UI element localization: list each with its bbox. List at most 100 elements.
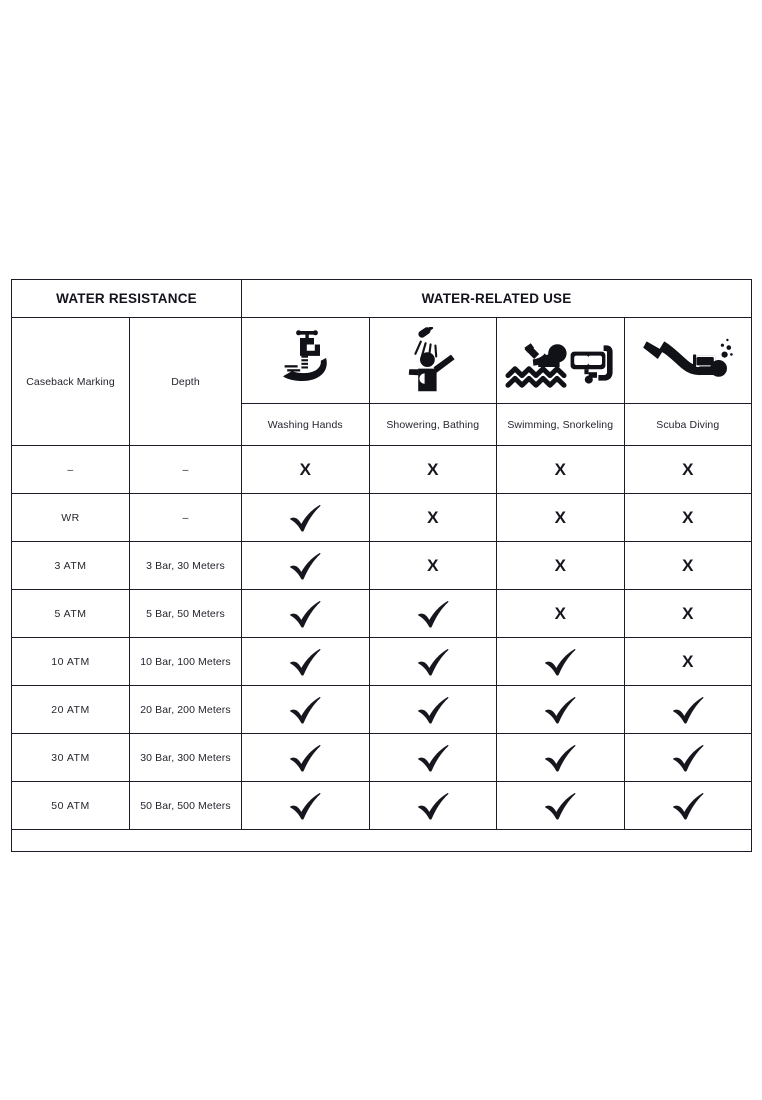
x-mark-icon: X — [554, 556, 566, 575]
cell-caseback-marking: – — [11, 445, 130, 494]
check-mark-icon — [370, 792, 497, 820]
cell-depth: 10 Bar, 100 Meters — [129, 637, 242, 686]
cell-showering: X — [368, 445, 497, 494]
check-mark-icon — [370, 696, 497, 724]
swimmer-mask-snorkel-icon — [496, 317, 625, 404]
check-mark-icon — [242, 648, 369, 676]
x-mark-icon: X — [554, 604, 566, 623]
x-mark-icon: X — [682, 508, 694, 527]
check-mark-icon — [497, 648, 624, 676]
cell-caseback-marking: 3 ATM — [11, 541, 130, 590]
cell-caseback-marking: 30 ATM — [11, 733, 130, 782]
cell-caseback-marking: 10 ATM — [11, 637, 130, 686]
column-header-washing-hands: Washing Hands — [241, 403, 370, 446]
use-label-row: Washing Hands Showering, Bathing Swimmin… — [12, 403, 753, 446]
cell-showering — [368, 685, 497, 734]
cell-washing — [241, 781, 370, 830]
table-row: – – X X X X — [11, 445, 753, 494]
shower-person-icon — [368, 317, 497, 404]
x-mark-icon: X — [554, 508, 566, 527]
table-row: 3 ATM 3 Bar, 30 Meters X X X — [11, 541, 753, 590]
cell-showering: X — [368, 541, 497, 590]
cell-depth: 50 Bar, 500 Meters — [129, 781, 242, 830]
cell-scuba: X — [623, 637, 753, 686]
cell-scuba: X — [623, 493, 753, 542]
cell-scuba — [623, 685, 753, 734]
cell-showering — [368, 589, 497, 638]
cell-washing — [241, 685, 370, 734]
table-row: 20 ATM 20 Bar, 200 Meters — [11, 685, 753, 734]
cell-swimming — [496, 733, 625, 782]
cell-showering: X — [368, 493, 497, 542]
check-mark-icon — [625, 792, 752, 820]
cell-scuba — [623, 781, 753, 830]
cell-depth: 5 Bar, 50 Meters — [129, 589, 242, 638]
check-mark-icon — [242, 552, 369, 580]
water-resistance-table: WATER RESISTANCE WATER-RELATED USE Caseb… — [10, 279, 753, 852]
check-mark-icon — [370, 600, 497, 628]
x-mark-icon: X — [682, 652, 694, 671]
cell-caseback-marking: 20 ATM — [11, 685, 130, 734]
check-mark-icon — [497, 792, 624, 820]
table-row: 30 ATM 30 Bar, 300 Meters — [11, 733, 753, 782]
check-mark-icon — [242, 744, 369, 772]
cell-showering — [368, 733, 497, 782]
column-header-depth: Depth — [129, 317, 242, 446]
column-header-scuba-diving: Scuba Diving — [623, 403, 753, 446]
cell-caseback-marking: 5 ATM — [11, 589, 130, 638]
cell-caseback-marking: 50 ATM — [11, 781, 130, 830]
x-mark-icon: X — [682, 556, 694, 575]
table-bottom-stub — [10, 829, 753, 852]
cell-showering — [368, 781, 497, 830]
cell-depth: 3 Bar, 30 Meters — [129, 541, 242, 590]
cell-swimming — [496, 781, 625, 830]
table-row: WR – X X X — [11, 493, 753, 542]
cell-caseback-marking: WR — [11, 493, 130, 542]
cell-washing — [241, 493, 370, 542]
group-header-row: WATER RESISTANCE WATER-RELATED USE — [11, 279, 753, 318]
check-mark-icon — [497, 744, 624, 772]
x-mark-icon: X — [682, 460, 694, 479]
check-mark-icon — [625, 696, 752, 724]
cell-swimming: X — [496, 445, 625, 494]
scuba-diver-icon — [623, 317, 753, 404]
group-header-water-resistance: WATER RESISTANCE — [11, 279, 242, 318]
x-mark-icon: X — [427, 460, 439, 479]
icon-row: Caseback Marking Depth — [11, 317, 753, 446]
column-header-showering-bathing: Showering, Bathing — [368, 403, 497, 446]
x-mark-icon: X — [299, 460, 311, 479]
x-mark-icon: X — [427, 508, 439, 527]
cell-washing: X — [241, 445, 370, 494]
x-mark-icon: X — [682, 604, 694, 623]
cell-scuba: X — [623, 445, 753, 494]
cell-depth: – — [129, 445, 242, 494]
cell-depth: – — [129, 493, 242, 542]
cell-washing — [241, 541, 370, 590]
cell-scuba: X — [623, 541, 753, 590]
x-mark-icon: X — [427, 556, 439, 575]
cell-swimming: X — [496, 589, 625, 638]
table-row: 10 ATM 10 Bar, 100 Meters X — [11, 637, 753, 686]
cell-swimming — [496, 685, 625, 734]
cell-scuba: X — [623, 589, 753, 638]
cell-washing — [241, 733, 370, 782]
faucet-hand-icon — [241, 317, 370, 404]
check-mark-icon — [370, 744, 497, 772]
group-header-water-related-use: WATER-RELATED USE — [240, 279, 753, 318]
check-mark-icon — [242, 600, 369, 628]
check-mark-icon — [242, 504, 369, 532]
check-mark-icon — [370, 648, 497, 676]
cell-swimming: X — [496, 493, 625, 542]
x-mark-icon: X — [554, 460, 566, 479]
column-header-swimming-snorkeling: Swimming, Snorkeling — [496, 403, 625, 446]
check-mark-icon — [242, 696, 369, 724]
column-header-caseback-marking: Caseback Marking — [11, 317, 130, 446]
cell-depth: 30 Bar, 300 Meters — [129, 733, 242, 782]
cell-scuba — [623, 733, 753, 782]
cell-swimming — [496, 637, 625, 686]
table-row: 5 ATM 5 Bar, 50 Meters X X — [11, 589, 753, 638]
cell-depth: 20 Bar, 200 Meters — [129, 685, 242, 734]
cell-swimming: X — [496, 541, 625, 590]
table-row: 50 ATM 50 Bar, 500 Meters — [11, 781, 753, 830]
check-mark-icon — [625, 744, 752, 772]
